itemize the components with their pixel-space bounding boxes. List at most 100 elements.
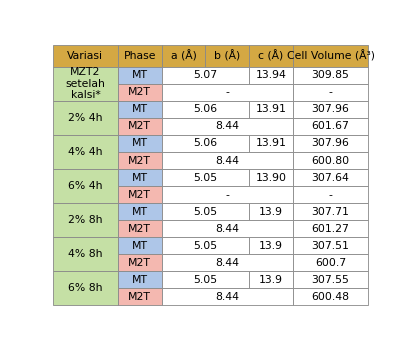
Text: 6% 4h: 6% 4h (68, 181, 103, 191)
FancyBboxPatch shape (293, 118, 368, 135)
FancyBboxPatch shape (118, 203, 162, 220)
FancyBboxPatch shape (118, 289, 162, 305)
FancyBboxPatch shape (118, 67, 162, 84)
FancyBboxPatch shape (249, 101, 293, 118)
Text: 307.51: 307.51 (312, 241, 350, 251)
FancyBboxPatch shape (118, 220, 162, 237)
Text: 4% 4h: 4% 4h (68, 147, 103, 157)
FancyBboxPatch shape (118, 118, 162, 135)
FancyBboxPatch shape (293, 289, 368, 305)
FancyBboxPatch shape (206, 45, 249, 67)
Text: 8.44: 8.44 (215, 292, 239, 302)
Text: 600.80: 600.80 (312, 155, 350, 166)
FancyBboxPatch shape (162, 254, 293, 272)
Text: 5.07: 5.07 (193, 70, 217, 80)
Text: 13.94: 13.94 (256, 70, 286, 80)
Text: 13.90: 13.90 (256, 172, 286, 183)
FancyBboxPatch shape (118, 237, 162, 254)
Text: 13.9: 13.9 (259, 241, 283, 251)
FancyBboxPatch shape (162, 118, 293, 135)
FancyBboxPatch shape (162, 135, 249, 152)
FancyBboxPatch shape (118, 101, 162, 118)
FancyBboxPatch shape (162, 237, 249, 254)
Text: 307.96: 307.96 (312, 139, 350, 148)
FancyBboxPatch shape (293, 67, 368, 84)
Text: 309.85: 309.85 (312, 70, 350, 80)
FancyBboxPatch shape (249, 169, 293, 186)
Text: 5.05: 5.05 (193, 275, 217, 285)
FancyBboxPatch shape (118, 254, 162, 272)
FancyBboxPatch shape (118, 169, 162, 186)
Text: 307.96: 307.96 (312, 105, 350, 114)
Text: c (Å): c (Å) (259, 50, 284, 62)
FancyBboxPatch shape (293, 186, 368, 203)
Text: 13.91: 13.91 (256, 105, 286, 114)
FancyBboxPatch shape (293, 220, 368, 237)
Text: MT: MT (132, 275, 148, 285)
FancyBboxPatch shape (162, 152, 293, 169)
Text: M2T: M2T (128, 155, 151, 166)
Text: 5.05: 5.05 (193, 172, 217, 183)
Text: MT: MT (132, 70, 148, 80)
Text: Variasi: Variasi (67, 51, 104, 61)
FancyBboxPatch shape (293, 101, 368, 118)
Text: 2% 4h: 2% 4h (68, 113, 103, 123)
FancyBboxPatch shape (162, 45, 206, 67)
Text: 601.27: 601.27 (312, 224, 350, 234)
Text: 600.48: 600.48 (312, 292, 350, 302)
Text: 8.44: 8.44 (215, 258, 239, 268)
FancyBboxPatch shape (249, 135, 293, 152)
FancyBboxPatch shape (162, 84, 293, 101)
FancyBboxPatch shape (53, 237, 118, 272)
FancyBboxPatch shape (162, 220, 293, 237)
FancyBboxPatch shape (293, 84, 368, 101)
Text: 307.55: 307.55 (312, 275, 350, 285)
Text: M2T: M2T (128, 87, 151, 97)
FancyBboxPatch shape (293, 135, 368, 152)
Text: M2T: M2T (128, 189, 151, 200)
Text: MT: MT (132, 207, 148, 217)
FancyBboxPatch shape (53, 101, 118, 135)
FancyBboxPatch shape (53, 169, 118, 203)
Text: MZT2
setelah
kalsi*: MZT2 setelah kalsi* (65, 67, 105, 101)
FancyBboxPatch shape (118, 135, 162, 152)
Text: MT: MT (132, 172, 148, 183)
FancyBboxPatch shape (249, 45, 293, 67)
FancyBboxPatch shape (293, 254, 368, 272)
Text: b (Å): b (Å) (214, 50, 240, 62)
Text: 2% 8h: 2% 8h (68, 215, 103, 225)
Text: MT: MT (132, 105, 148, 114)
FancyBboxPatch shape (249, 203, 293, 220)
FancyBboxPatch shape (118, 84, 162, 101)
Text: -: - (329, 87, 332, 97)
Text: M2T: M2T (128, 224, 151, 234)
FancyBboxPatch shape (293, 272, 368, 289)
FancyBboxPatch shape (249, 272, 293, 289)
Text: 13.9: 13.9 (259, 275, 283, 285)
FancyBboxPatch shape (162, 169, 249, 186)
Text: 307.71: 307.71 (312, 207, 350, 217)
FancyBboxPatch shape (249, 67, 293, 84)
Text: 5.06: 5.06 (193, 139, 217, 148)
Text: 8.44: 8.44 (215, 122, 239, 131)
Text: 8.44: 8.44 (215, 155, 239, 166)
Text: 13.91: 13.91 (256, 139, 286, 148)
FancyBboxPatch shape (118, 152, 162, 169)
FancyBboxPatch shape (162, 203, 249, 220)
Text: Phase: Phase (123, 51, 156, 61)
FancyBboxPatch shape (53, 45, 118, 67)
FancyBboxPatch shape (293, 169, 368, 186)
Text: Cell Volume (Å³): Cell Volume (Å³) (286, 50, 375, 62)
Text: M2T: M2T (128, 122, 151, 131)
Text: M2T: M2T (128, 292, 151, 302)
FancyBboxPatch shape (162, 186, 293, 203)
Text: -: - (225, 189, 229, 200)
Text: 5.05: 5.05 (193, 241, 217, 251)
FancyBboxPatch shape (53, 67, 118, 101)
Text: M2T: M2T (128, 258, 151, 268)
FancyBboxPatch shape (118, 272, 162, 289)
Text: 307.64: 307.64 (312, 172, 350, 183)
FancyBboxPatch shape (162, 272, 249, 289)
Text: 13.9: 13.9 (259, 207, 283, 217)
Text: 601.67: 601.67 (312, 122, 350, 131)
